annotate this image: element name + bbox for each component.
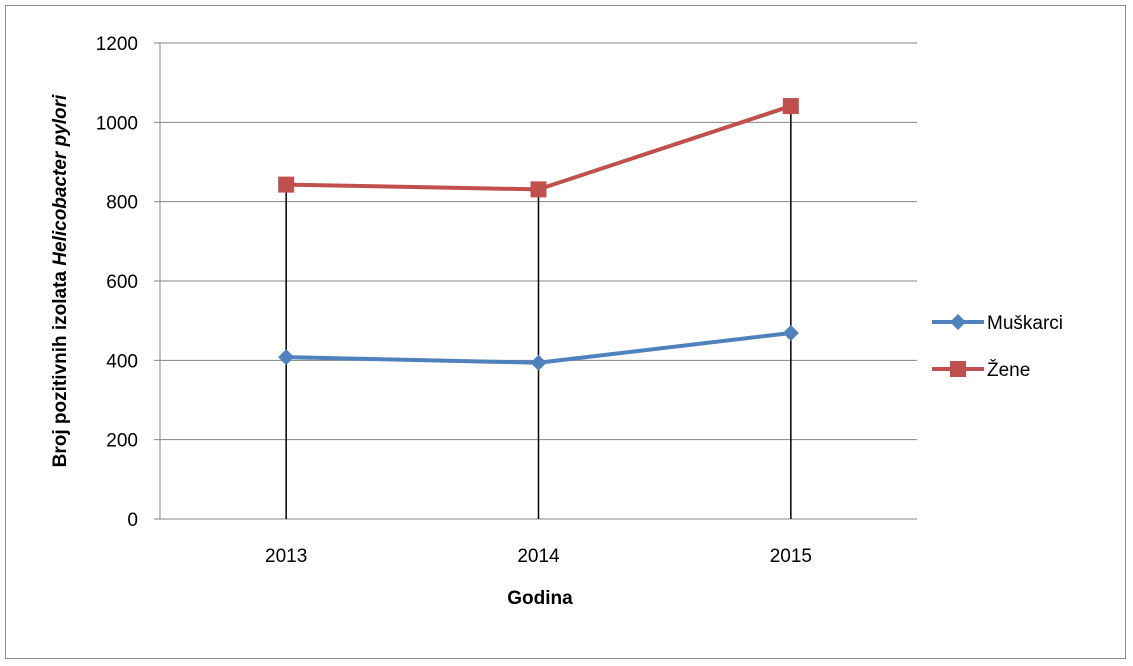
y-tick-label: 400 bbox=[106, 351, 138, 372]
series-2-point bbox=[530, 181, 547, 198]
series-1 bbox=[278, 324, 799, 371]
series-group bbox=[278, 98, 799, 371]
y-tick-label: 600 bbox=[106, 272, 138, 293]
series-2 bbox=[278, 98, 799, 198]
x-tick-label: 2013 bbox=[265, 546, 307, 567]
y-tick-label: 200 bbox=[106, 431, 138, 452]
series-1-point bbox=[278, 349, 295, 366]
legend-label: Muškarci bbox=[987, 313, 1063, 334]
y-tick-label: 0 bbox=[127, 510, 138, 531]
legend-item: Muškarci bbox=[932, 313, 1063, 334]
series-1-point bbox=[530, 354, 547, 371]
series-2-line bbox=[286, 104, 792, 192]
y-tick-labels: 0 200 400 600 800 1000 1200 bbox=[96, 34, 138, 531]
x-tick-label: 2015 bbox=[770, 546, 812, 567]
drop-lines bbox=[285, 106, 792, 519]
y-tick-label: 800 bbox=[106, 193, 138, 214]
y-axis-title-prefix: Broj pozitivnih izolata bbox=[50, 266, 71, 468]
x-axis-title: Godina bbox=[507, 588, 573, 609]
series-2-point bbox=[278, 176, 295, 193]
x-tick-label: 2014 bbox=[517, 546, 560, 567]
y-tick-label: 1000 bbox=[96, 113, 138, 134]
legend: Muškarci Žene bbox=[932, 313, 1063, 381]
legend-swatch-marker bbox=[950, 314, 966, 330]
series-2-point bbox=[782, 98, 799, 115]
legend-label: Žene bbox=[987, 359, 1030, 381]
y-axis-title: Broj pozitivnih izolata Helicobacter pyl… bbox=[50, 94, 71, 467]
series-1-point bbox=[782, 324, 799, 341]
legend-item: Žene bbox=[932, 359, 1030, 381]
y-axis-title-italic: Helicobacter pylori bbox=[50, 94, 71, 266]
chart-frame bbox=[5, 5, 1126, 659]
legend-swatch-marker bbox=[950, 361, 966, 377]
x-tick-labels: 2013 2014 2015 bbox=[265, 546, 812, 567]
y-tick-label: 1200 bbox=[96, 34, 138, 55]
